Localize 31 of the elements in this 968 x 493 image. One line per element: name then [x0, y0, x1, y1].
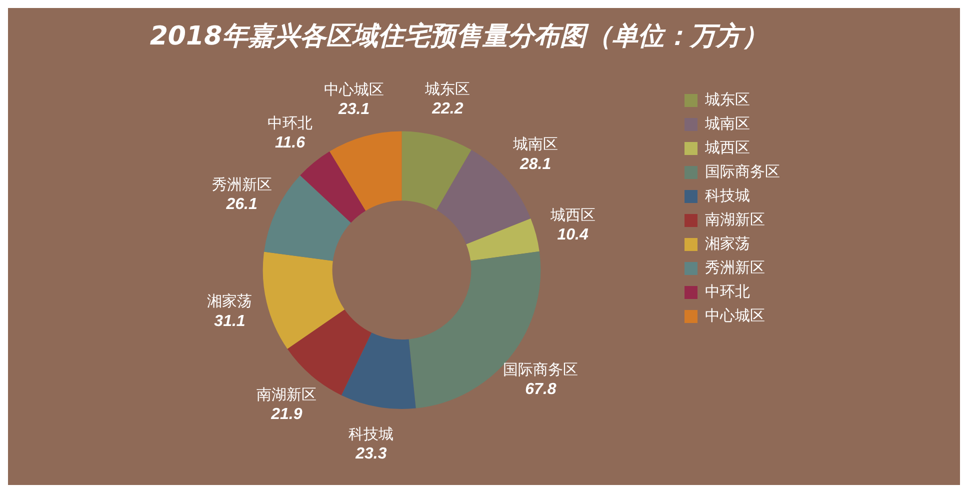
- legend-label: 秀洲新区: [705, 258, 765, 276]
- data-label: 67.8: [525, 380, 556, 398]
- slice-label: 城西区: [549, 206, 596, 224]
- legend-label: 湘家荡: [705, 234, 750, 252]
- legend-label: 城南区: [704, 114, 750, 132]
- legend-label: 科技城: [705, 186, 750, 204]
- slice-label: 中环北: [268, 114, 313, 132]
- legend-label: 城东区: [704, 90, 750, 108]
- data-label: 23.1: [337, 101, 370, 118]
- legend-label: 中环北: [705, 282, 750, 300]
- data-label: 11.6: [275, 134, 306, 152]
- data-label: 22.2: [431, 100, 464, 118]
- legend-label: 中心城区: [705, 306, 765, 324]
- data-label: 26.1: [225, 196, 258, 213]
- slice-label: 国际商务区: [503, 360, 578, 378]
- slice-label: 湘家荡: [207, 292, 252, 310]
- legend-label: 国际商务区: [705, 162, 780, 180]
- slice-label: 城东区: [424, 80, 470, 98]
- data-label: 10.4: [557, 226, 588, 244]
- slice-label: 科技城: [348, 425, 394, 444]
- chart-title: 2018年嘉兴各区域住宅预售量分布图（单位：万方）: [150, 21, 768, 52]
- legend-label: 南湖新区: [705, 210, 765, 228]
- data-label: 31.1: [214, 312, 246, 330]
- data-label: 21.9: [270, 406, 302, 423]
- slice-label: 秀洲新区: [212, 175, 272, 194]
- slice-label: 城南区: [512, 135, 558, 154]
- slice-label: 南湖新区: [256, 385, 317, 404]
- data-label: 28.1: [518, 156, 552, 173]
- data-label: 23.3: [354, 446, 387, 463]
- slice-label: 中心城区: [324, 80, 384, 99]
- legend-label: 城西区: [704, 138, 750, 156]
